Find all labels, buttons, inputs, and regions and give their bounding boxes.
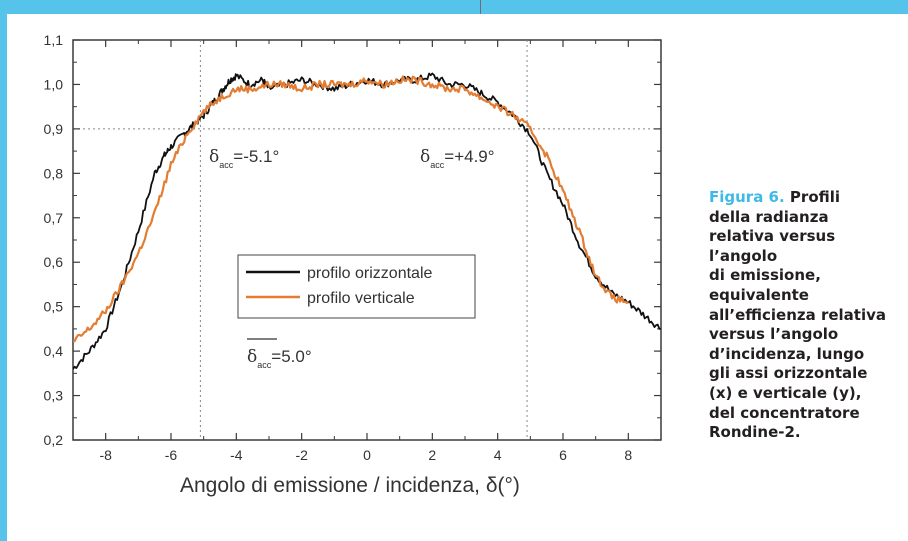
caption-line: gli assi orizzontale [709,364,868,383]
left-accent-bar [0,0,7,541]
caption-line: Rondine-2. [709,423,801,442]
series-line-vertical [73,75,629,343]
annotation-right-value: =+4.9° [444,147,494,166]
caption-label: Figura 6. [709,188,785,206]
x-tick-label: -6 [165,447,178,463]
x-tick-label: -4 [230,447,243,463]
y-tick-label: 1,0 [44,76,64,92]
caption-line: relativa versus [709,227,836,246]
y-tick-label: 0,8 [44,165,64,181]
caption-line: della radianza [709,207,829,226]
x-tick-label: -2 [295,447,308,463]
y-tick-label: 0,9 [44,121,64,137]
y-tick-label: 1,1 [44,32,64,48]
annotation-right-symbol: δ [420,147,430,167]
annotation-left: δacc=-5.1° [209,147,279,170]
x-tick-label: 4 [494,447,502,463]
caption-line: (x) e verticale (y), [709,383,862,402]
x-tick-label: 6 [559,447,567,463]
legend-note-value: =5.0° [271,347,311,366]
y-tick-label: 0,7 [44,210,64,226]
annotation-right-subscript: acc [430,160,445,170]
top-accent-bar [0,0,908,14]
series-lines [73,72,661,370]
caption-line: Profili [789,188,841,206]
x-tick-label: 0 [363,447,371,463]
plot-frame [72,39,662,441]
x-tick-label: 2 [428,447,436,463]
top-divider-tick [480,0,481,14]
y-tick-label: 0,5 [44,299,64,315]
y-tick-label: 0,6 [44,254,64,270]
legend-label-horizontal: profilo orizzontale [307,265,433,282]
caption-line: di emissione, [709,266,821,285]
y-tick-label: 0,3 [44,388,64,404]
x-tick-label: -8 [99,447,112,463]
caption-line: equivalente [709,285,809,304]
legend-box [237,254,476,319]
caption-line: versus l’angolo [709,325,839,344]
legend-note-symbol: δ [247,347,257,367]
caption-line: d’incidenza, lungo [709,344,865,363]
reference-lines [73,40,661,440]
axis-ticks: -8 -6 -4 -2 0 2 4 6 8 0,2 0,3 0,4 0,5 0,6 0,7 0,8 0,9 1,0… [44,32,662,463]
caption-line: del concentratore [709,403,860,422]
figure-caption: Figura 6. Profili della radianza relativ… [709,188,905,443]
legend: profilo orizzontale profilo verticale [237,254,476,319]
annotation-left-subscript: acc [219,160,234,170]
legend-label-vertical: profilo verticale [307,290,415,307]
x-tick-label: 8 [624,447,632,463]
y-tick-label: 0,4 [44,343,64,359]
x-axis-label: Angolo di emissione / incidenza, δ(°) [180,474,520,497]
legend-note-subscript: acc [257,360,272,370]
annotation-left-value: =-5.1° [233,147,279,166]
caption-line: all’efficienza relativa [709,305,887,324]
annotation-right: δacc=+4.9° [420,147,495,170]
legend-note: δacc=5.0° [247,347,312,370]
y-tick-label: 0,2 [44,432,64,448]
caption-line: l’angolo [709,246,778,265]
annotation-left-symbol: δ [209,147,219,167]
